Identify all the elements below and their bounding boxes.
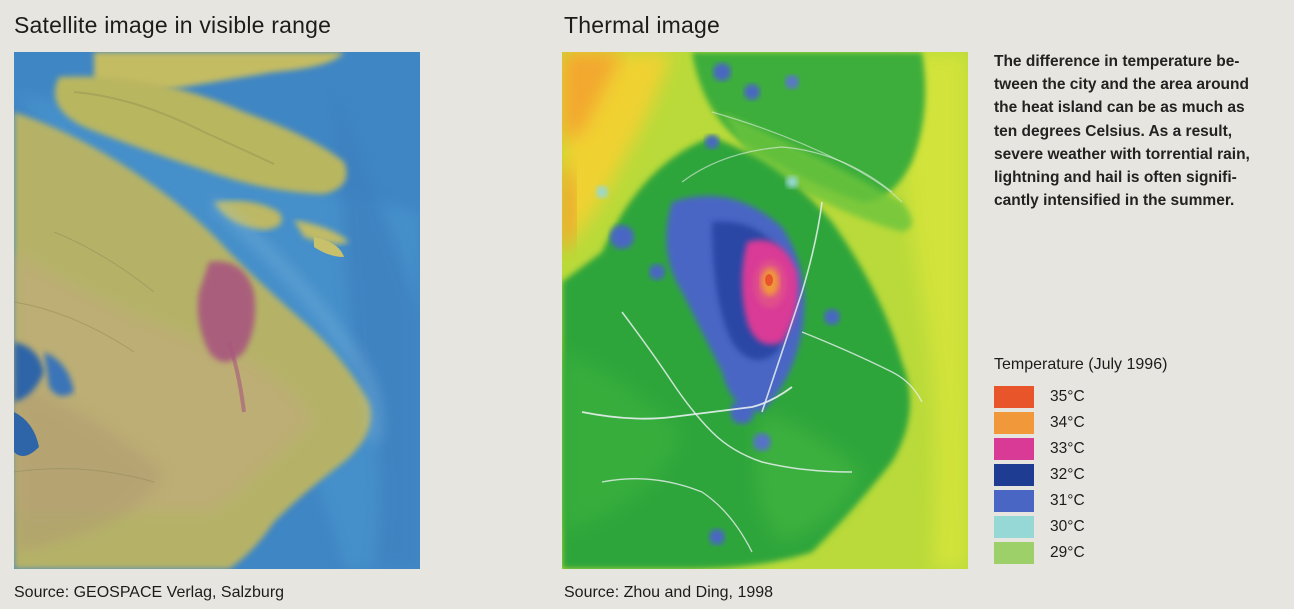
heat-island-description: The difference in temperature be- tween … [994,53,1250,210]
legend-title: Temperature (July 1996) [994,356,1168,373]
legend-item: 30°C [994,514,1284,540]
legend-swatch [994,438,1034,460]
legend-item: 32°C [994,462,1284,488]
legend-rows: 35°C 34°C 33°C 32°C 31°C 30°C 29°C [994,384,1284,566]
legend-label: 35°C [1050,388,1085,405]
legend-label: 33°C [1050,440,1085,457]
legend-label: 32°C [1050,466,1085,483]
temperature-legend: Temperature (July 1996) 35°C 34°C 33°C 32°C… [994,356,1284,566]
legend-item: 35°C [994,384,1284,410]
satellite-source: Source: GEOSPACE Verlag, Salzburg [14,584,285,601]
legend-swatch [994,542,1034,564]
thermal-source: Source: Zhou and Ding, 1998 [564,584,774,601]
legend-swatch [994,490,1034,512]
legend-item: 29°C [994,540,1284,566]
satellite-image [14,52,420,569]
thermal-panel-title: Thermal image [564,12,720,38]
legend-swatch [994,464,1034,486]
legend-label: 30°C [1050,518,1085,535]
legend-label: 34°C [1050,414,1085,431]
legend-item: 31°C [994,488,1284,514]
legend-swatch [994,386,1034,408]
satellite-panel-title: Satellite image in visible range [14,12,332,38]
legend-label: 29°C [1050,544,1085,561]
thermal-image [562,52,968,569]
legend-item: 34°C [994,410,1284,436]
legend-swatch [994,516,1034,538]
legend-label: 31°C [1050,492,1085,509]
legend-item: 33°C [994,436,1284,462]
legend-swatch [994,412,1034,434]
